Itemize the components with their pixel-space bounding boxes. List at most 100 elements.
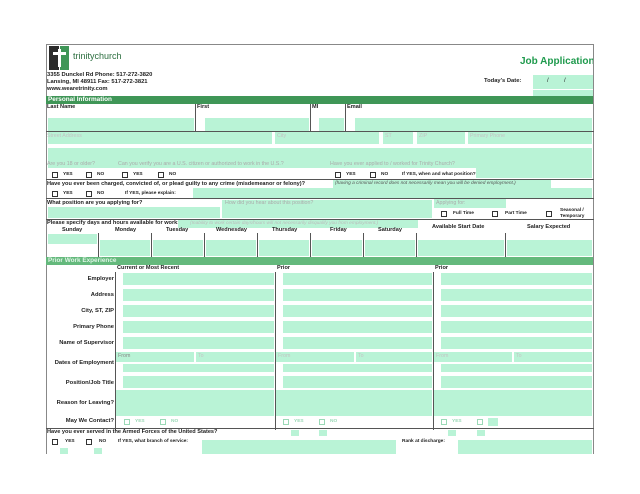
crime-no-checkbox[interactable]: [86, 191, 92, 197]
military-no-checkbox[interactable]: [86, 439, 92, 445]
monday-hours-field[interactable]: [100, 240, 150, 256]
dates-prior2-to-label: To: [516, 353, 522, 359]
street-address-field[interactable]: [48, 132, 272, 144]
rank-field[interactable]: [458, 440, 592, 454]
city-prior1-field[interactable]: [283, 305, 432, 317]
city-field[interactable]: [275, 132, 379, 144]
citizen-yes-checkbox[interactable]: [122, 172, 128, 178]
row-label-city: City, ST, ZIP: [81, 308, 114, 314]
primary-phone-field[interactable]: [468, 132, 592, 144]
applied-yes-checkbox[interactable]: [335, 172, 341, 178]
first-name-field[interactable]: [205, 118, 309, 132]
last-name-field[interactable]: [48, 118, 194, 132]
phone-current-field[interactable]: [123, 321, 274, 333]
dates-prior2-row2[interactable]: [441, 364, 592, 372]
dates-prior1-row2[interactable]: [283, 364, 432, 372]
dates-current-row2[interactable]: [123, 364, 274, 372]
citizen-no-label: NO: [169, 172, 177, 177]
friday-hours-field[interactable]: [312, 240, 362, 256]
divider: [46, 131, 594, 132]
applied-when-field[interactable]: [476, 168, 592, 178]
rank-label: Rank at discharge:: [402, 439, 445, 444]
hear-field[interactable]: [222, 200, 432, 218]
age-yes-checkbox[interactable]: [52, 172, 58, 178]
reason-current-field[interactable]: [116, 390, 274, 416]
crime-note: (having a criminal record does not neces…: [335, 181, 516, 186]
age-no-checkbox[interactable]: [86, 172, 92, 178]
citizen-yes-label: YES: [133, 172, 143, 177]
applied-yes-label: YES: [346, 172, 356, 177]
divider: [98, 233, 99, 257]
crime-note-fill: [333, 180, 551, 189]
mi-field[interactable]: [319, 118, 344, 132]
applied-no-checkbox[interactable]: [370, 172, 376, 178]
employer-current-field[interactable]: [123, 273, 274, 285]
row-label-dates: Dates of Employment: [54, 360, 114, 366]
citizen-no-checkbox[interactable]: [158, 172, 164, 178]
todays-date-field[interactable]: [533, 75, 593, 89]
dates-current-to-field[interactable]: [196, 352, 274, 362]
st-field[interactable]: [383, 132, 413, 144]
divider: [46, 198, 594, 199]
supervisor-prior1-field[interactable]: [283, 337, 432, 349]
city-prior2-field[interactable]: [441, 305, 592, 317]
contact-prior2-yes-checkbox[interactable]: [441, 419, 447, 425]
supervisor-prior2-field[interactable]: [441, 337, 592, 349]
thursday-hours-field[interactable]: [259, 240, 309, 256]
contact-current-yes-checkbox[interactable]: [124, 419, 130, 425]
dates-prior2-from-field[interactable]: [434, 352, 512, 362]
position-prior1-field[interactable]: [283, 376, 432, 388]
dates-prior1-to-field[interactable]: [356, 352, 432, 362]
military-yes-checkbox[interactable]: [52, 439, 58, 445]
reason-prior2-field[interactable]: [434, 390, 592, 416]
supervisor-current-field[interactable]: [123, 337, 274, 349]
employer-prior1-field[interactable]: [283, 273, 432, 285]
employer-prior2-field[interactable]: [441, 273, 592, 285]
full-time-label: Full Time: [453, 211, 474, 216]
divider: [275, 272, 276, 430]
contact-prior1-yes-checkbox[interactable]: [283, 419, 289, 425]
contact-current-no-checkbox[interactable]: [160, 419, 166, 425]
position-field[interactable]: [48, 207, 220, 218]
salary-expected-label: Salary Expected: [527, 224, 571, 230]
position-current-field[interactable]: [123, 376, 274, 388]
contact-prior1-no-checkbox[interactable]: [319, 419, 325, 425]
dates-prior1-from-field[interactable]: [276, 352, 354, 362]
tuesday-hours-field[interactable]: [153, 240, 203, 256]
phone-prior1-field[interactable]: [283, 321, 432, 333]
dates-prior2-to-field[interactable]: [514, 352, 592, 362]
address-prior1-field[interactable]: [283, 289, 432, 301]
zip-field[interactable]: [417, 132, 465, 144]
contact-prior2-no-checkbox[interactable]: [477, 419, 483, 425]
saturday-hours-field[interactable]: [365, 240, 415, 256]
address-current-field[interactable]: [123, 289, 274, 301]
email-field[interactable]: [355, 118, 592, 132]
reason-prior1-field[interactable]: [276, 390, 432, 416]
contact-prior2-extra[interactable]: [488, 418, 498, 426]
crime-explain-field[interactable]: [193, 188, 592, 198]
dates-prior1-from-label: From: [278, 353, 291, 359]
q-applied: Have you ever applied to / worked for Tr…: [330, 161, 455, 167]
part-time-checkbox[interactable]: [492, 211, 498, 217]
divider: [46, 428, 594, 429]
position-prior2-field[interactable]: [441, 376, 592, 388]
seasonal-checkbox[interactable]: [546, 211, 552, 217]
phone-prior2-field[interactable]: [441, 321, 592, 333]
address-prior2-field[interactable]: [441, 289, 592, 301]
q-hear: How did you hear about this position?: [225, 200, 314, 206]
full-time-checkbox[interactable]: [441, 211, 447, 217]
crime-yes-checkbox[interactable]: [52, 191, 58, 197]
salary-expected-field[interactable]: [507, 240, 592, 256]
divider: [46, 179, 594, 180]
primary-phone-label: Primary Phone: [470, 133, 506, 139]
applied-no-label: NO: [381, 172, 389, 177]
branch-field[interactable]: [202, 440, 396, 454]
wednesday-hours-field[interactable]: [206, 240, 256, 256]
available-start-field[interactable]: [418, 240, 504, 256]
dates-current-from-field[interactable]: [116, 352, 194, 362]
if-yes-when-label: If YES, when and what position?: [402, 172, 476, 177]
address-row-fill[interactable]: [48, 148, 592, 158]
q-position: What position are you applying for?: [47, 200, 143, 206]
city-current-field[interactable]: [123, 305, 274, 317]
sunday-hours-field[interactable]: [48, 234, 97, 244]
